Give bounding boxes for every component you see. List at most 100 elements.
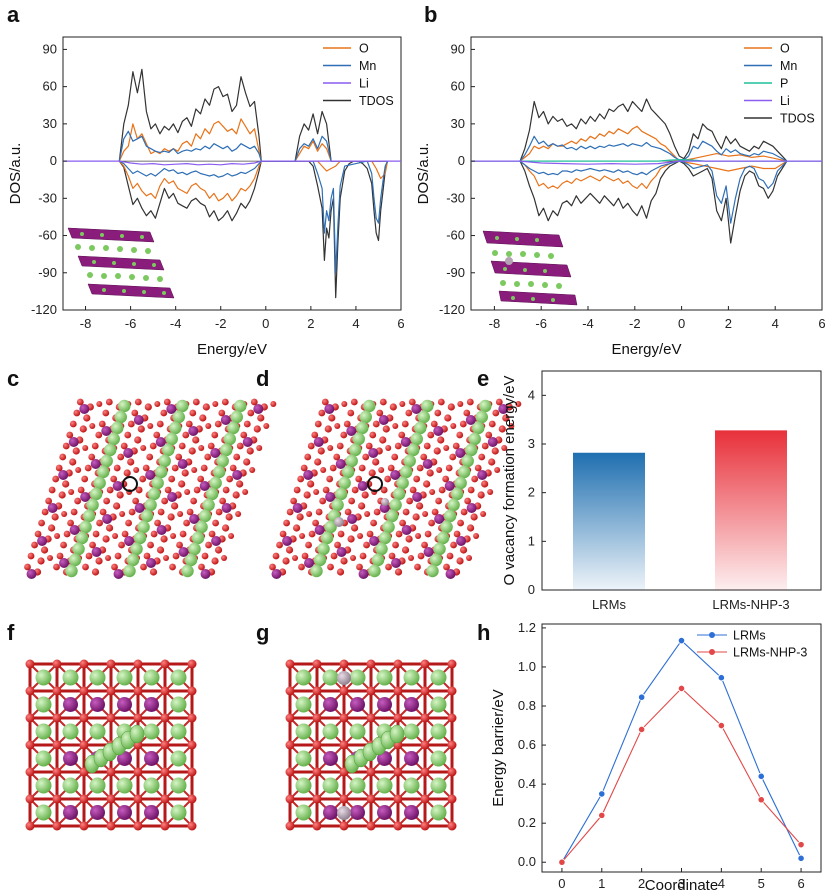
metal-atom — [303, 470, 314, 480]
oxygen-atom — [467, 524, 475, 532]
oxygen-atom — [359, 552, 367, 560]
oxygen-atom — [51, 513, 59, 521]
oxygen-atom — [114, 552, 122, 560]
oxygen-atom — [370, 519, 377, 527]
oxygen-atom — [434, 409, 442, 417]
oxygen-atom — [368, 469, 376, 477]
legend-marker — [709, 649, 715, 655]
oxygen-atom — [142, 464, 150, 472]
x-tick-label: 5 — [758, 876, 765, 891]
oxygen-atom — [301, 552, 309, 560]
lithium-atom — [433, 542, 446, 556]
oxygen-atom — [285, 546, 294, 554]
x-tick-label: 4 — [772, 316, 779, 331]
oxygen-atom — [470, 513, 478, 521]
oxygen-atom — [160, 740, 170, 750]
oxygen-atom — [96, 519, 103, 527]
oxygen-atom — [388, 552, 396, 560]
lithium-atom — [209, 476, 222, 490]
oxygen-atom — [446, 552, 454, 560]
oxygen-atom — [336, 442, 344, 450]
oxygen-atom — [408, 555, 415, 561]
oxygen-atom — [190, 497, 198, 505]
y-tick-label: 0 — [458, 153, 465, 168]
legend-label: TDOS — [780, 112, 815, 126]
oxygen-atom — [456, 431, 464, 439]
category-label: LRMs — [592, 597, 626, 612]
oxygen-atom — [218, 409, 226, 417]
lithium-atom — [72, 542, 85, 556]
oxygen-atom — [384, 475, 392, 483]
lithium-atom — [143, 723, 160, 740]
x-axis-label: Coordinate — [645, 877, 718, 894]
oxygen-atom — [401, 546, 410, 554]
x-tick-label: 3 — [678, 876, 685, 891]
lithium-atom — [295, 696, 312, 713]
oxygen-atom — [324, 425, 332, 433]
structure-d — [269, 398, 522, 579]
oxygen-atom — [447, 659, 457, 669]
oxygen-atom — [487, 489, 494, 495]
metal-atom — [144, 697, 159, 712]
oxygen-atom — [164, 486, 172, 494]
oxygen-atom — [347, 535, 355, 543]
y-tick-label: 1 — [528, 533, 535, 548]
oxygen-atom — [307, 480, 315, 488]
oxygen-atom — [137, 425, 145, 433]
oxygen-atom — [61, 511, 68, 517]
crystal-inset-a — [67, 227, 175, 299]
oxygen-atom — [447, 794, 457, 804]
oxygen-atom — [208, 530, 216, 538]
oxygen-atom — [312, 794, 322, 804]
metal-atom — [90, 459, 101, 469]
metal-atom — [178, 547, 189, 557]
oxygen-atom — [52, 686, 62, 696]
lithium-atom — [213, 465, 226, 479]
metal-atom — [350, 805, 365, 820]
panel-label-a: a — [7, 2, 20, 27]
phosphorus-atom — [381, 498, 389, 506]
lithium-atom — [389, 498, 402, 512]
lithium-atom — [468, 432, 481, 446]
oxygen-atom — [172, 552, 180, 560]
oxygen-atom — [225, 513, 233, 521]
lithium-atom — [169, 421, 182, 435]
oxygen-atom — [133, 713, 143, 723]
x-tick-label: 2 — [638, 876, 645, 891]
lithium-atom — [82, 509, 96, 523]
lithium-atom — [454, 476, 467, 490]
oxygen-atom — [47, 555, 54, 561]
lithium-atom — [376, 777, 393, 794]
oxygen-atom — [453, 530, 461, 538]
lithium-atom — [475, 410, 488, 424]
line-chart-h: 0 1 2 3 4 5 6 0.0 0.2 0.4 0.6 0.8 1.0 1.2 Coordinate En… — [490, 620, 822, 894]
oxygen-atom — [189, 409, 197, 417]
oxygen-atom — [351, 524, 359, 532]
oxygen-atom — [365, 442, 373, 450]
oxygen-atom — [222, 524, 230, 532]
oxygen-atom — [413, 475, 421, 483]
y-tick-label: 0.8 — [518, 698, 536, 713]
oxygen-atom — [285, 767, 295, 777]
metal-atom — [323, 805, 338, 820]
lithium-atom — [331, 498, 344, 512]
oxygen-atom — [312, 686, 322, 696]
lithium-atom — [376, 669, 393, 686]
y-tick-label: -90 — [446, 265, 465, 280]
oxygen-atom — [131, 409, 139, 417]
oxygen-atom — [175, 453, 183, 461]
oxygen-atom — [63, 530, 71, 538]
lithium-atom — [35, 669, 52, 686]
oxygen-atom — [480, 511, 487, 517]
metal-atom — [323, 751, 338, 766]
metal-atom — [377, 805, 392, 820]
oxygen-atom — [249, 467, 256, 473]
lithium-atom — [130, 542, 143, 556]
lithium-atom — [417, 410, 430, 424]
oxygen-atom — [420, 821, 430, 831]
oxygen-atom — [457, 519, 464, 527]
oxygen-atom — [119, 511, 126, 517]
oxygen-atom — [127, 458, 135, 466]
oxygen-atom — [250, 398, 258, 406]
metal-atom — [26, 569, 37, 579]
